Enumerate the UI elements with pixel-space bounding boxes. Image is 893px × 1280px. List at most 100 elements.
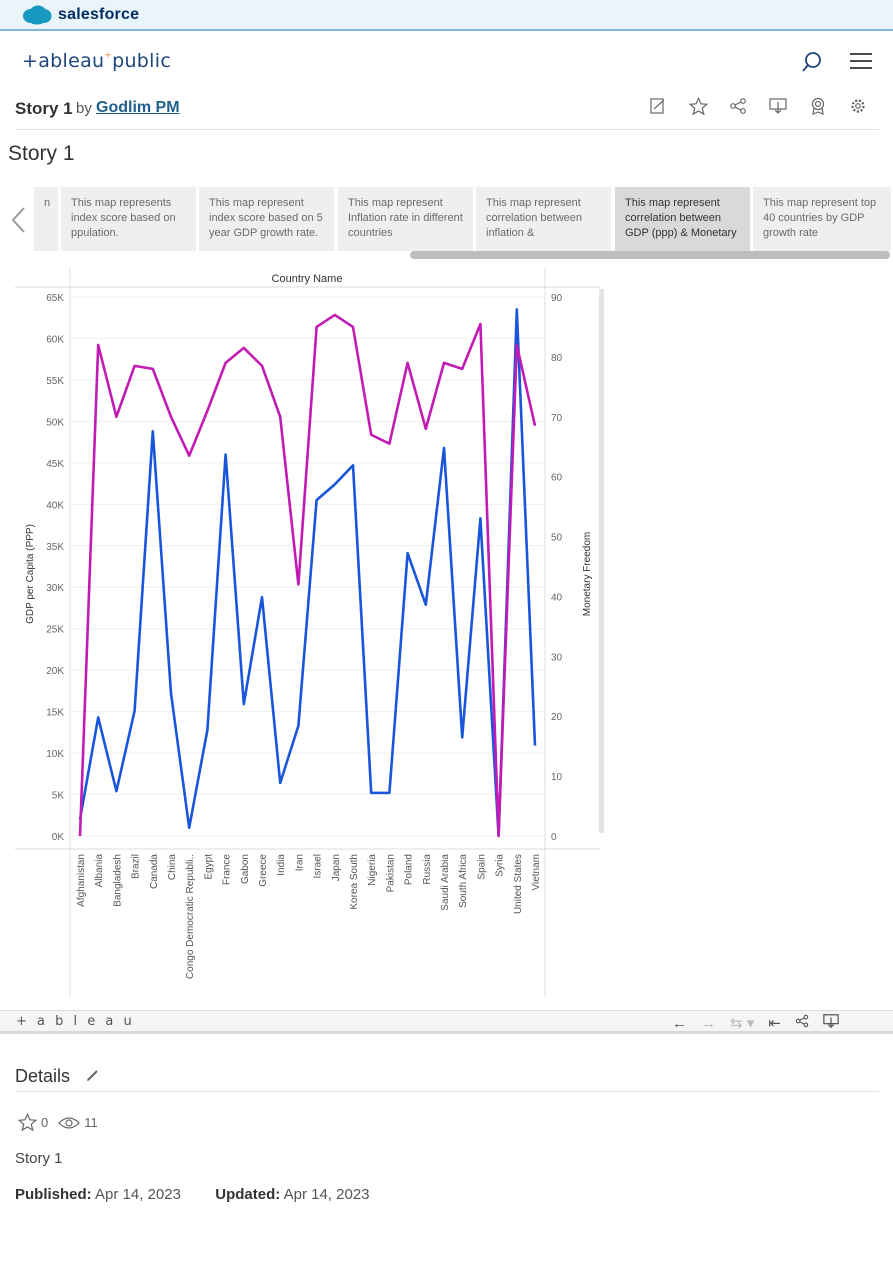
- x-tick-label[interactable]: Russia: [422, 854, 433, 885]
- y2-tick-label: 10: [551, 772, 563, 783]
- views-count: 11: [84, 1115, 98, 1130]
- salesforce-logo[interactable]: salesforce: [22, 5, 139, 25]
- x-tick-label[interactable]: Afghanistan: [76, 854, 87, 907]
- x-tick-label[interactable]: Egypt: [203, 854, 214, 880]
- y2-tick-label: 0: [551, 832, 557, 843]
- x-tick-label[interactable]: Spain: [476, 854, 487, 880]
- story-heading: Story 1: [8, 142, 75, 166]
- revert-icon[interactable]: ⇆ ▾: [730, 1014, 754, 1032]
- x-tick-label[interactable]: Congo Democratic Republi..: [185, 854, 196, 979]
- viz-stats: 0 11: [18, 1113, 108, 1132]
- updated-label: Updated:: [215, 1186, 280, 1203]
- x-tick-label[interactable]: Brazil: [131, 854, 142, 879]
- by-label: by: [76, 100, 92, 117]
- viz-download-icon[interactable]: [823, 1013, 839, 1033]
- y-tick-label: 10K: [46, 749, 64, 760]
- search-icon[interactable]: [800, 50, 824, 79]
- x-tick-label[interactable]: Israel: [313, 854, 324, 878]
- reset-icon[interactable]: ⇤: [768, 1014, 781, 1032]
- x-tick-label[interactable]: China: [167, 854, 178, 881]
- vertical-scrollbar[interactable]: [599, 289, 604, 833]
- y-tick-label: 5K: [52, 791, 65, 802]
- story-point-6[interactable]: This map represent top 40 countries by G…: [753, 187, 891, 251]
- x-tick-label[interactable]: United States: [513, 854, 524, 914]
- x-tick-label[interactable]: Greece: [258, 854, 269, 887]
- details-heading: Details: [15, 1066, 70, 1087]
- y2-tick-label: 40: [551, 592, 563, 603]
- dual-axis-line-chart: Country Name GDP per Capita (PPP) Moneta…: [0, 262, 893, 1010]
- x-tick-label[interactable]: South Africa: [458, 854, 469, 908]
- x-tick-label[interactable]: Nigeria: [367, 854, 378, 886]
- story-point-1[interactable]: This map represents index score based on…: [61, 187, 196, 251]
- x-tick-label[interactable]: Saudi Arabia: [440, 854, 451, 911]
- redo-icon[interactable]: →: [701, 1015, 716, 1032]
- story-point-0[interactable]: n: [34, 187, 58, 251]
- viz-toolbar: [648, 96, 868, 116]
- pencil-icon[interactable]: [86, 1068, 100, 1087]
- viz-share-icon[interactable]: [795, 1014, 809, 1032]
- y2-tick-label: 90: [551, 293, 563, 304]
- viz-area: Country Name GDP per Capita (PPP) Moneta…: [0, 262, 893, 1012]
- author-link[interactable]: Godlim PM: [96, 99, 180, 117]
- y-tick-label: 40K: [46, 500, 64, 511]
- y-tick-label: 45K: [46, 459, 64, 470]
- published-label: Published:: [15, 1186, 92, 1203]
- viz-nav-controls: ← → ⇆ ▾ ⇤: [672, 1013, 839, 1033]
- y2-tick-label: 70: [551, 413, 563, 424]
- tableau-logo[interactable]: + a b l e a u: [16, 1014, 135, 1029]
- story-point-2[interactable]: This map represent index score based on …: [199, 187, 334, 251]
- tableau-toolbar: + a b l e a u ← → ⇆ ▾ ⇤: [0, 1010, 893, 1034]
- views-eye-icon: [58, 1116, 80, 1130]
- share-icon[interactable]: [728, 96, 748, 116]
- settings-icon[interactable]: [848, 96, 868, 116]
- viz-title-row: Story 1 by Godlim PM: [15, 96, 879, 130]
- tableau-public-logo[interactable]: +ableau⁺public: [22, 50, 171, 72]
- details-story-name: Story 1: [15, 1150, 63, 1167]
- y2-tick-label: 80: [551, 353, 563, 364]
- story-points-navigator: n This map represents index score based …: [0, 187, 893, 253]
- x-tick-label[interactable]: France: [222, 854, 233, 886]
- story-point-4[interactable]: This map represent correlation between i…: [476, 187, 611, 251]
- x-tick-label[interactable]: Iran: [294, 854, 305, 871]
- x-tick-label[interactable]: Syria: [495, 854, 506, 877]
- updated-date: Apr 14, 2023: [284, 1186, 370, 1203]
- monetary-freedom-line[interactable]: [80, 315, 535, 836]
- x-tick-label[interactable]: Vietnam: [531, 854, 542, 891]
- badge-icon[interactable]: [808, 96, 828, 116]
- download-icon[interactable]: [768, 96, 788, 116]
- x-tick-label[interactable]: Gabon: [240, 854, 251, 884]
- salesforce-bar: salesforce: [0, 0, 893, 31]
- salesforce-cloud-icon: [22, 5, 52, 25]
- y-tick-label: 35K: [46, 542, 64, 553]
- x-tick-label[interactable]: Bangladesh: [112, 854, 123, 907]
- undo-icon[interactable]: ←: [672, 1015, 687, 1032]
- story-point-5-active[interactable]: This map represent correlation between G…: [615, 187, 750, 251]
- y-tick-label: 55K: [46, 376, 64, 387]
- x-tick-label[interactable]: Pakistan: [385, 854, 396, 892]
- favorites-count: 0: [41, 1115, 48, 1130]
- edit-icon[interactable]: [648, 96, 668, 116]
- y-tick-label: 30K: [46, 583, 64, 594]
- captions-scrollbar[interactable]: [410, 251, 890, 259]
- y2-tick-label: 30: [551, 652, 563, 663]
- x-tick-label[interactable]: Japan: [331, 854, 342, 881]
- y2-tick-label: 20: [551, 712, 563, 723]
- x-tick-label[interactable]: Canada: [149, 854, 160, 889]
- y2-tick-label: 50: [551, 533, 563, 544]
- x-tick-label[interactable]: India: [276, 854, 287, 876]
- published-date: Apr 14, 2023: [95, 1186, 181, 1203]
- story-point-3[interactable]: This map represent Inflation rate in dif…: [338, 187, 473, 251]
- salesforce-brand-text: salesforce: [58, 6, 139, 24]
- x-tick-label[interactable]: Poland: [404, 854, 415, 885]
- chart-title: Country Name: [272, 273, 343, 285]
- x-tick-label[interactable]: Albania: [94, 854, 105, 888]
- favorite-star-icon[interactable]: [18, 1113, 37, 1132]
- viz-title: Story 1: [15, 99, 73, 119]
- chevron-left-icon[interactable]: [8, 205, 28, 240]
- site-header: +ableau⁺public: [0, 40, 893, 84]
- hamburger-menu-icon[interactable]: [848, 52, 874, 77]
- gdp-per-capita-line[interactable]: [80, 309, 535, 836]
- y2-axis-label: Monetary Freedom: [582, 532, 593, 616]
- x-tick-label[interactable]: Korea South: [349, 854, 360, 910]
- star-icon[interactable]: [688, 96, 708, 116]
